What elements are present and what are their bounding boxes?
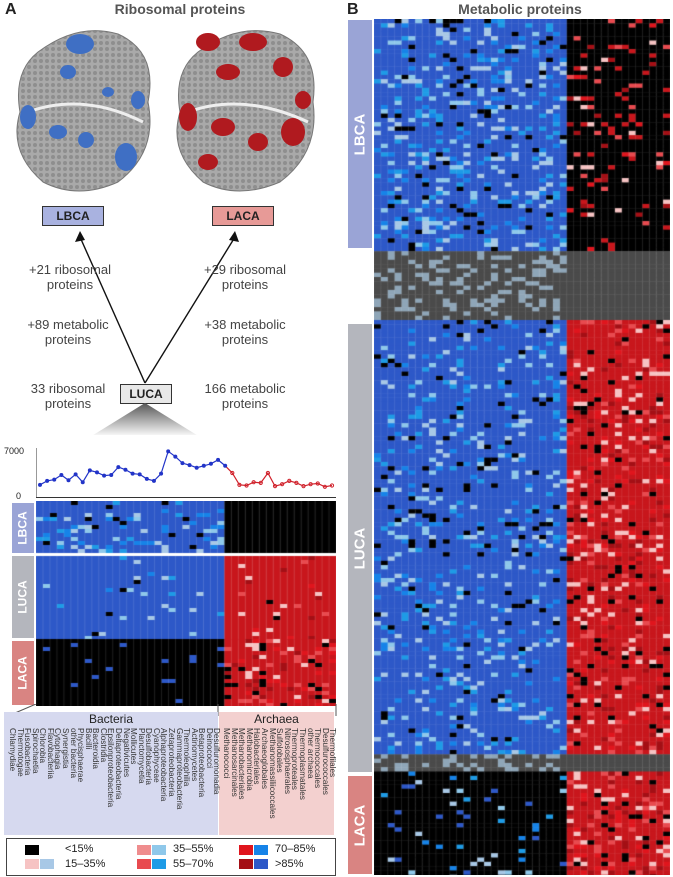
archaea-point xyxy=(265,470,271,476)
bacteria-point xyxy=(159,471,164,476)
legend-70-85: 70–85% xyxy=(275,843,316,855)
archaea-point xyxy=(230,470,235,476)
bacteria-point xyxy=(38,482,42,487)
archaea-label: Archaea xyxy=(254,712,299,726)
bacteria-point xyxy=(52,477,57,482)
heatmap-b-row-lbca: LBCA xyxy=(348,20,372,248)
lbca-ribosomal-gain: +21 ribosomal proteins xyxy=(28,262,112,292)
bacteria-point xyxy=(194,465,199,470)
bacteria-point xyxy=(180,461,185,466)
archaea-taxa-labels: Methanococci Methanosarcinales Methanobact… xyxy=(220,728,338,833)
archaea-point xyxy=(287,478,292,483)
metabolic-heatmap xyxy=(374,19,670,875)
archaea-point xyxy=(308,482,313,487)
legend-swatch-lightblue xyxy=(40,859,54,869)
heatmap-a-row-luca: LUCA xyxy=(12,556,34,638)
legend-gt85: >85% xyxy=(275,858,304,870)
lbca-box: LBCA xyxy=(42,206,104,226)
bacteria-label: Bacteria xyxy=(88,712,134,726)
bacteria-point xyxy=(94,470,99,475)
ribosome-blue-image xyxy=(16,30,151,192)
bacteria-point xyxy=(223,463,228,468)
ribosome-red-image xyxy=(176,30,315,192)
bacteria-point xyxy=(80,480,85,485)
bacteria-point xyxy=(208,461,213,466)
laca-metabolic-gain: +38 metabolic proteins xyxy=(204,317,286,347)
archaea-point xyxy=(258,480,263,485)
bacteria-point xyxy=(109,472,114,477)
heatmap-b-row-luca: LUCA xyxy=(348,324,372,772)
panel-b-title: Metabolic proteins xyxy=(458,1,582,17)
bacteria-point xyxy=(130,471,135,476)
archaea-group-box xyxy=(219,712,334,835)
taxon-label: Thermofilales xyxy=(328,728,338,778)
laca-ribosomal-gain: +29 ribosomal proteins xyxy=(203,262,287,292)
bacteria-point xyxy=(87,468,92,473)
bacteria-point xyxy=(166,449,171,454)
archaea-point xyxy=(251,480,256,485)
panel-a-letter: A xyxy=(5,1,17,18)
legend-15-35: 15–35% xyxy=(65,858,106,870)
bacteria-point xyxy=(102,473,107,478)
legend-swatch-black xyxy=(25,845,39,855)
bacteria-taxa-labels: Chlamydiae Thermotogae Fusobacteria Spiroch… xyxy=(6,728,221,833)
bacteria-point xyxy=(123,467,128,472)
bacteria-point xyxy=(144,476,149,481)
laca-box: LACA xyxy=(212,206,274,226)
luca-box: LUCA xyxy=(120,384,172,404)
archaea-point xyxy=(294,480,299,485)
bacteria-point xyxy=(59,472,64,477)
archaea-point xyxy=(272,484,278,489)
bacteria-point xyxy=(173,454,178,459)
y-tick-top: 7000 xyxy=(4,446,25,456)
lbca-metabolic-gain: +89 metabolic proteins xyxy=(27,317,109,347)
archaea-point xyxy=(244,483,249,488)
bacteria-point xyxy=(216,457,221,462)
bacteria-point xyxy=(151,478,156,483)
archaea-point xyxy=(280,482,285,487)
legend-swatch-lightpink xyxy=(25,859,39,869)
series-archaea-line xyxy=(224,465,333,488)
heatmap-a-row-laca: LACA xyxy=(12,641,34,705)
archaea-point xyxy=(329,483,335,488)
panel-b-letter: B xyxy=(347,1,359,18)
bacteria-point xyxy=(137,472,142,477)
identity-legend: <15% 15–35% 35–55% 55–70% 70–85% >85% xyxy=(6,838,336,876)
heatmap-b-row-laca: LACA xyxy=(348,776,372,874)
legend-35-55: 35–55% xyxy=(173,843,214,855)
genome-size-line-chart xyxy=(36,448,336,498)
legend-lt15: <15% xyxy=(65,843,94,855)
bacteria-point xyxy=(66,478,71,483)
archaea-point xyxy=(301,484,306,489)
bacteria-point xyxy=(201,463,206,468)
panel-a-title: Ribosomal proteins xyxy=(114,1,246,17)
tree-lines xyxy=(75,231,239,435)
bacteria-group-box xyxy=(4,712,218,835)
luca-ribosomal-count: 33 ribosomal proteins xyxy=(30,381,106,411)
bacteria-point xyxy=(187,463,192,468)
bacteria-point xyxy=(73,472,78,477)
bacteria-point xyxy=(45,478,50,483)
ribosomal-heatmap xyxy=(36,501,336,706)
legend-55-70: 55–70% xyxy=(173,858,214,870)
luca-metabolic-count: 166 metabolic proteins xyxy=(204,381,286,411)
y-tick-bottom: 0 xyxy=(16,491,22,501)
bacteria-point xyxy=(116,465,121,470)
archaea-point xyxy=(315,481,320,486)
heatmap-a-row-lbca: LBCA xyxy=(12,503,34,553)
archaea-point xyxy=(322,484,327,489)
archaea-point xyxy=(237,482,242,487)
